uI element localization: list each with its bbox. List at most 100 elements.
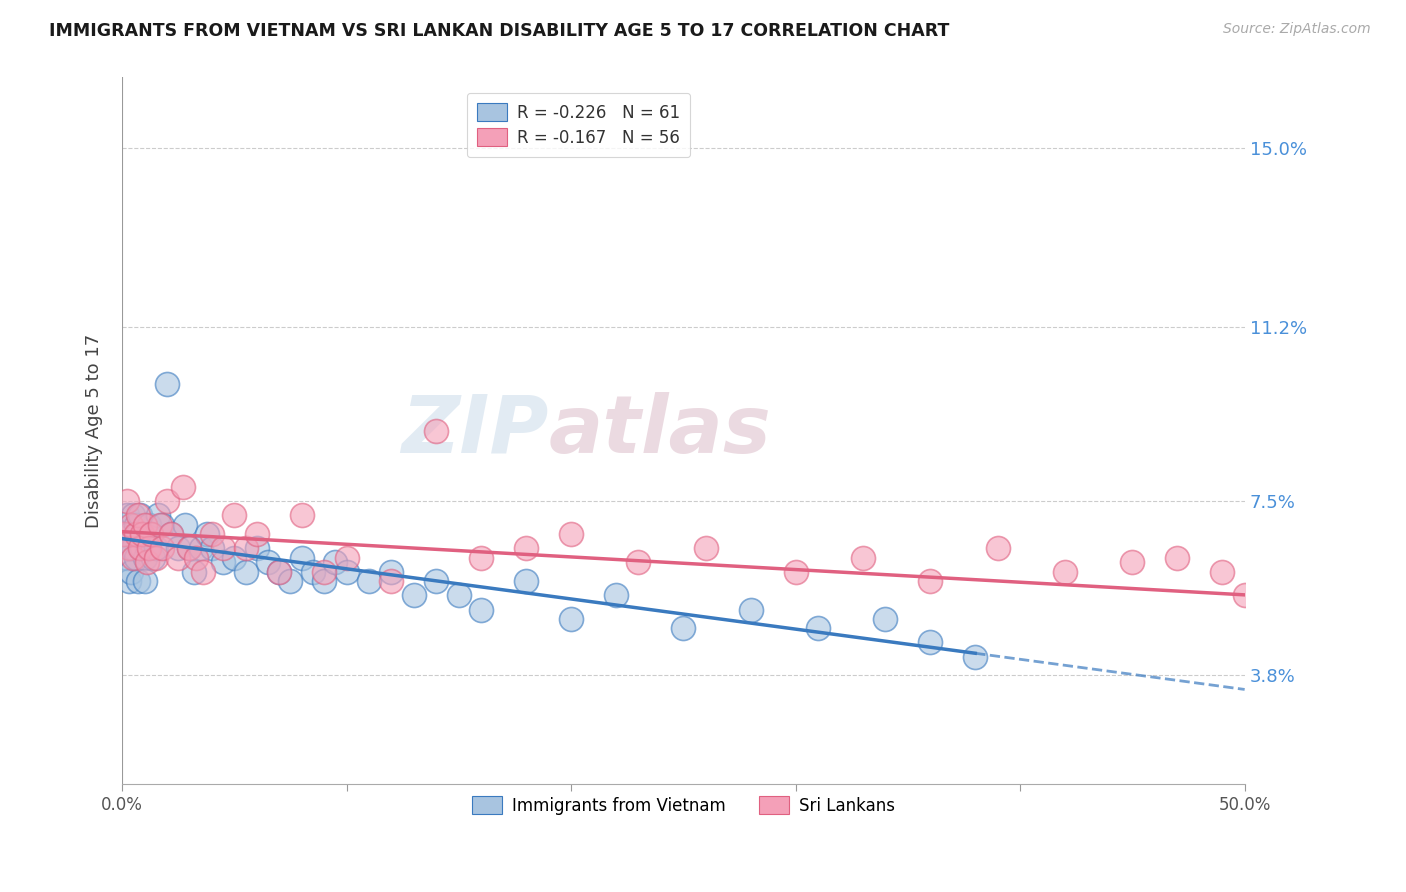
Point: [115, 508, 138, 523]
Point: [1053, 565, 1076, 579]
Point: [118, 541, 141, 556]
Point: [1301, 602, 1323, 616]
Point: [1278, 612, 1301, 626]
Point: [112, 527, 135, 541]
Text: Source: ZipAtlas.com: Source: ZipAtlas.com: [1223, 22, 1371, 37]
Point: [695, 541, 717, 556]
Point: [257, 556, 280, 570]
Point: [560, 612, 582, 626]
Point: [335, 550, 357, 565]
Point: [1256, 574, 1278, 589]
Text: IMMIGRANTS FROM VIETNAM VS SRI LANKAN DISABILITY AGE 5 TO 17 CORRELATION CHART: IMMIGRANTS FROM VIETNAM VS SRI LANKAN DI…: [49, 22, 949, 40]
Point: [785, 565, 807, 579]
Point: [118, 574, 141, 589]
Point: [134, 517, 156, 532]
Point: [269, 565, 291, 579]
Point: [142, 550, 165, 565]
Point: [172, 480, 194, 494]
Point: [115, 494, 138, 508]
Point: [515, 541, 537, 556]
Point: [160, 527, 183, 541]
Point: [920, 574, 942, 589]
Point: [112, 527, 135, 541]
Point: [740, 602, 762, 616]
Point: [314, 565, 336, 579]
Point: [145, 541, 167, 556]
Point: [179, 541, 201, 556]
Point: [875, 612, 897, 626]
Point: [314, 574, 336, 589]
Point: [131, 541, 153, 556]
Point: [605, 588, 627, 602]
Point: [124, 527, 146, 541]
Point: [380, 574, 402, 589]
Point: [470, 550, 492, 565]
Point: [235, 541, 257, 556]
Point: [1346, 574, 1368, 589]
Point: [152, 541, 174, 556]
Point: [1121, 556, 1143, 570]
Point: [235, 565, 257, 579]
Point: [167, 550, 190, 565]
Point: [120, 565, 142, 579]
Point: [447, 588, 470, 602]
Point: [627, 556, 650, 570]
Point: [120, 517, 142, 532]
Point: [195, 527, 218, 541]
Point: [135, 541, 157, 556]
Point: [212, 541, 235, 556]
Point: [138, 517, 160, 532]
Point: [380, 565, 402, 579]
Point: [122, 550, 145, 565]
Point: [402, 588, 425, 602]
Point: [127, 574, 149, 589]
Point: [129, 541, 152, 556]
Point: [135, 556, 157, 570]
Point: [183, 565, 205, 579]
Point: [1323, 621, 1346, 635]
Text: atlas: atlas: [548, 392, 772, 469]
Point: [325, 556, 347, 570]
Point: [291, 550, 314, 565]
Point: [141, 527, 163, 541]
Point: [1391, 612, 1406, 626]
Point: [302, 565, 325, 579]
Point: [129, 541, 152, 556]
Point: [1368, 649, 1391, 664]
Point: [1211, 565, 1233, 579]
Point: [152, 517, 174, 532]
Point: [280, 574, 302, 589]
Point: [291, 508, 314, 523]
Point: [141, 527, 163, 541]
Point: [156, 494, 179, 508]
Point: [852, 550, 875, 565]
Point: [118, 527, 141, 541]
Point: [1233, 588, 1256, 602]
Point: [122, 541, 145, 556]
Point: [129, 508, 152, 523]
Point: [127, 508, 149, 523]
Point: [190, 541, 212, 556]
Point: [212, 556, 235, 570]
Point: [124, 550, 146, 565]
Point: [470, 602, 492, 616]
Point: [246, 541, 269, 556]
Point: [224, 550, 246, 565]
Point: [134, 550, 156, 565]
Point: [127, 527, 149, 541]
Point: [515, 574, 537, 589]
Point: [201, 527, 224, 541]
Point: [269, 565, 291, 579]
Point: [131, 527, 153, 541]
Point: [156, 376, 179, 391]
Point: [174, 517, 197, 532]
Point: [224, 508, 246, 523]
Point: [145, 550, 167, 565]
Legend: Immigrants from Vietnam, Sri Lankans: Immigrants from Vietnam, Sri Lankans: [461, 786, 905, 825]
Point: [167, 541, 190, 556]
Y-axis label: Disability Age 5 to 17: Disability Age 5 to 17: [86, 334, 103, 528]
Point: [201, 541, 224, 556]
Point: [186, 550, 208, 565]
Point: [124, 517, 146, 532]
Point: [138, 541, 160, 556]
